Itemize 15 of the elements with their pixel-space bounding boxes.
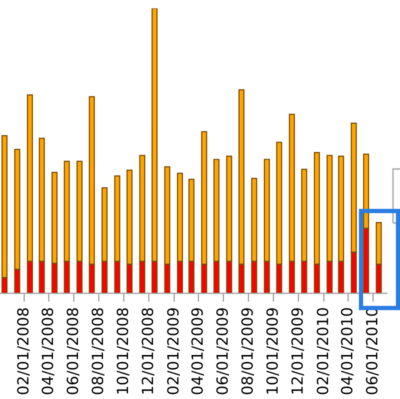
- x-tick-label: 04/01/2008: [42, 308, 54, 394]
- x-tick-label: 12/01/2009: [291, 308, 304, 394]
- x-tick-label: 06/01/2009: [216, 308, 230, 394]
- x-tick-label: 06/01/2008: [66, 308, 80, 394]
- x-tick-label: 08/01/2009: [241, 308, 254, 394]
- x-tick-label: 06/01/2010: [366, 308, 379, 394]
- x-tick-label: 04/01/2010: [340, 308, 354, 394]
- x-tick-label: 12/01/2008: [142, 308, 154, 394]
- x-tick-label: 10/01/2009: [266, 308, 280, 394]
- x-tick-label: 04/01/2009: [191, 308, 204, 394]
- x-tick-label: 08/01/2008: [92, 308, 104, 394]
- x-tick-label: 02/01/2009: [167, 308, 180, 394]
- x-tick-label: 10/01/2008: [116, 308, 130, 394]
- x-tick-label: 02/01/2010: [316, 308, 330, 394]
- x-tick-label: 02/01/2008: [17, 308, 30, 394]
